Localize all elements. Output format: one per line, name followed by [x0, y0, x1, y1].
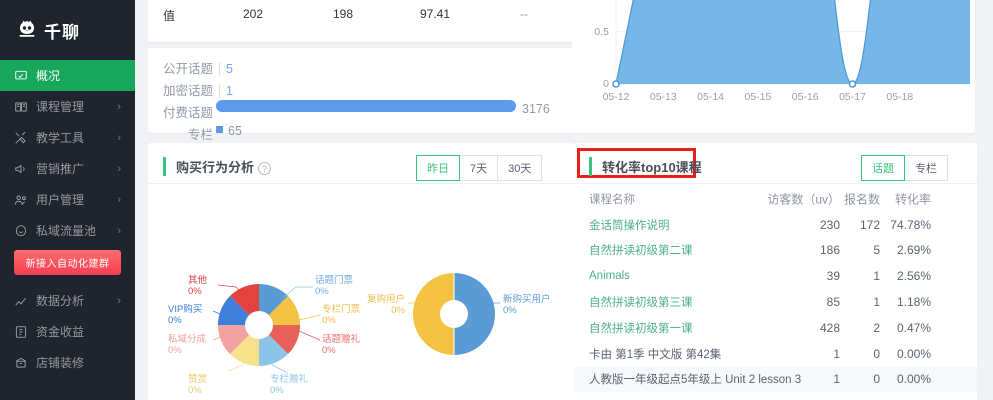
svg-text:05-14: 05-14 [697, 91, 724, 103]
svg-text:05-18: 05-18 [886, 91, 913, 103]
svg-text:05-17: 05-17 [839, 91, 866, 103]
svg-text:05-16: 05-16 [792, 91, 819, 103]
svg-text:0%: 0% [322, 315, 336, 326]
svg-text:05-15: 05-15 [744, 91, 771, 103]
svg-text:0%: 0% [322, 345, 336, 356]
svg-text:0%: 0% [391, 305, 405, 316]
svg-text:0: 0 [603, 78, 609, 90]
svg-text:其他: 其他 [188, 274, 208, 286]
svg-text:私域分成: 私域分成 [168, 333, 207, 345]
svg-text:新购买用户: 新购买用户 [503, 293, 551, 305]
svg-text:0%: 0% [270, 385, 284, 396]
svg-text:05-12: 05-12 [603, 91, 630, 103]
svg-text:0%: 0% [168, 315, 182, 326]
svg-text:0%: 0% [168, 345, 182, 356]
svg-text:专栏门票: 专栏门票 [322, 303, 361, 315]
svg-text:话题赠礼: 话题赠礼 [322, 333, 361, 345]
svg-text:0%: 0% [315, 286, 329, 297]
svg-text:复购用户: 复购用户 [367, 293, 405, 305]
svg-text:专栏赠礼: 专栏赠礼 [270, 373, 309, 385]
svg-text:0.5: 0.5 [594, 26, 609, 38]
svg-text:0%: 0% [188, 385, 202, 396]
svg-text:话题门票: 话题门票 [315, 274, 354, 286]
svg-text:0%: 0% [503, 305, 517, 316]
svg-text:0%: 0% [188, 286, 202, 297]
svg-text:05-13: 05-13 [650, 91, 677, 103]
svg-text:赞赏: 赞赏 [188, 373, 207, 385]
svg-text:VIP购买: VIP购买 [168, 303, 202, 315]
